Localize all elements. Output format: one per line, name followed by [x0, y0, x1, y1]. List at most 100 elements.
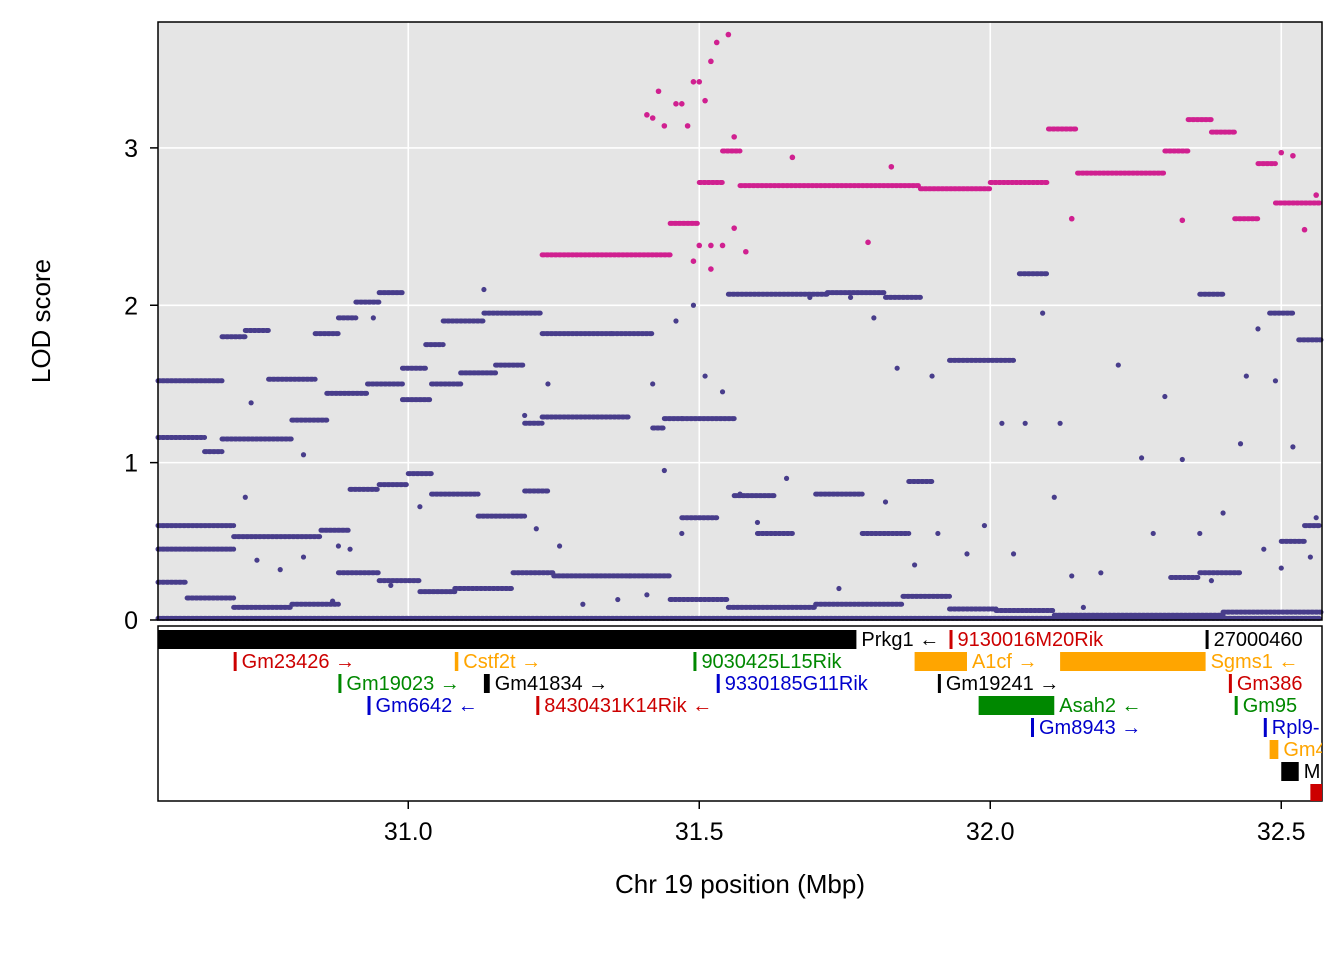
highlight-lod-point: [713, 39, 720, 46]
other-lod-point: [1243, 373, 1249, 379]
gene-label: Gm41834 →: [495, 673, 608, 695]
other-lod-point: [1272, 378, 1279, 384]
gene-body: [1060, 652, 1206, 671]
highlight-lod-point: [731, 134, 737, 140]
gene-body: [1269, 740, 1279, 759]
highlight-lod-point: [696, 242, 703, 249]
highlight-lod-point: [789, 154, 796, 161]
other-lod-point: [1162, 393, 1168, 400]
other-lod-point: [1255, 326, 1261, 332]
other-lod-point: [964, 551, 970, 557]
highlight-lod-point: [679, 101, 685, 107]
other-lod-point: [248, 400, 254, 406]
highlight-lod-point: [655, 88, 662, 95]
other-lod-point: [300, 554, 307, 560]
other-lod-point: [580, 601, 586, 607]
gene-label: Sgms1 ←: [1211, 651, 1299, 673]
gene-label: Rpl9-: [1272, 717, 1320, 739]
gene-body: [1234, 696, 1238, 715]
lod-panel: 0 1 2 3: [124, 21, 1324, 635]
x-tick-label: 32.0: [966, 818, 1015, 846]
other-lod-point: [1237, 441, 1244, 447]
other-lod-point: [894, 365, 900, 371]
other-lod-point: [417, 504, 423, 510]
highlight-lod-point: [708, 242, 714, 249]
highlight-lod-point: [743, 248, 749, 255]
other-lod-point: [1179, 456, 1185, 463]
gene-label: 8430431K14Rik ←: [544, 695, 712, 717]
other-lod-point: [754, 519, 761, 526]
gene-body: [716, 674, 720, 693]
highlight-lod-point: [708, 58, 714, 65]
highlight-lod-point: [644, 112, 650, 118]
gene-label: A1cf →: [972, 651, 1038, 673]
highlight-lod-point: [708, 266, 714, 272]
gene-label: 9330185G11Rik: [725, 673, 869, 695]
gene-body: [158, 630, 857, 649]
other-lod-point: [1115, 362, 1121, 368]
highlight-lod-point: [673, 101, 679, 107]
gene-body: [367, 696, 371, 715]
lod-panel-background: [158, 22, 1322, 620]
other-lod-point: [1057, 420, 1063, 426]
gene-body: [1310, 784, 1322, 801]
other-lod-point: [650, 381, 656, 387]
gene-body: [1031, 718, 1034, 737]
y-tick-label: 3: [124, 135, 138, 163]
highlight-lod-point: [690, 79, 697, 85]
other-lod-point: [615, 596, 621, 603]
x-axis-ticks: 31.0 31.5 32.0 32.5: [384, 801, 1306, 846]
x-tick-label: 31.0: [384, 818, 433, 846]
gene-body: [949, 630, 953, 649]
other-lod-point: [679, 530, 685, 537]
other-lod-point: [347, 546, 353, 552]
gene-label: Cstf2t →: [463, 651, 541, 673]
gene-body: [536, 696, 540, 715]
highlight-lod-point: [696, 79, 703, 85]
other-lod-point: [1261, 546, 1267, 552]
other-lod-point: [929, 373, 935, 379]
other-lod-point: [783, 475, 790, 481]
grid-lines: [158, 22, 1322, 621]
gene-label: Gm23426 →: [242, 651, 355, 673]
gene-body: [914, 652, 967, 671]
gene-track: Prkg1 ← 9130016M20Rik 27000460 Gm23426 → Cst…: [158, 629, 1325, 801]
other-lod-point: [300, 452, 307, 458]
gene-body: [233, 652, 237, 671]
other-lod-point: [702, 373, 708, 379]
other-lod-point: [661, 467, 667, 474]
gene-label: Gm95: [1243, 695, 1297, 717]
other-lod-point: [999, 420, 1005, 426]
x-tick-label: 32.5: [1257, 818, 1306, 846]
x-axis-label: Chr 19 position (Mbp): [615, 869, 865, 899]
gene-label: 9030425L15Rik: [701, 651, 842, 673]
other-lod-point: [807, 294, 813, 300]
other-lod-point: [1197, 530, 1203, 537]
highlight-lod-point: [1179, 217, 1186, 224]
other-lod-point: [1150, 530, 1156, 537]
highlight-lod-point: [719, 242, 726, 249]
gene-label: Gm6642 ←: [376, 695, 478, 717]
other-lod-point: [935, 530, 941, 537]
other-lod-point: [737, 491, 743, 497]
y-axis-ticks: 0 1 2 3: [124, 135, 158, 635]
gene-body: [937, 674, 941, 693]
gene-body: [454, 652, 459, 671]
other-lod-point: [836, 585, 842, 592]
other-lod-point: [1220, 510, 1226, 516]
gene-body: [483, 674, 490, 693]
y-axis-label: LOD score: [26, 259, 56, 383]
other-lod-point: [719, 389, 726, 395]
gene-body: [1228, 674, 1232, 693]
gene-label: Asah2 ←: [1059, 695, 1141, 717]
other-lod-point: [1051, 494, 1057, 500]
other-lod-point: [1278, 565, 1284, 571]
gene-label: Mi: [1304, 761, 1325, 783]
gene-label: Gm386: [1237, 673, 1303, 695]
y-tick-label: 0: [124, 607, 138, 635]
other-lod-point: [1098, 570, 1104, 576]
gene-items: Prkg1 ← 9130016M20Rik 27000460 Gm23426 → Cst…: [158, 629, 1325, 801]
other-lod-point: [1138, 455, 1145, 461]
other-lod-point: [254, 557, 260, 563]
other-lod-point: [871, 315, 877, 321]
